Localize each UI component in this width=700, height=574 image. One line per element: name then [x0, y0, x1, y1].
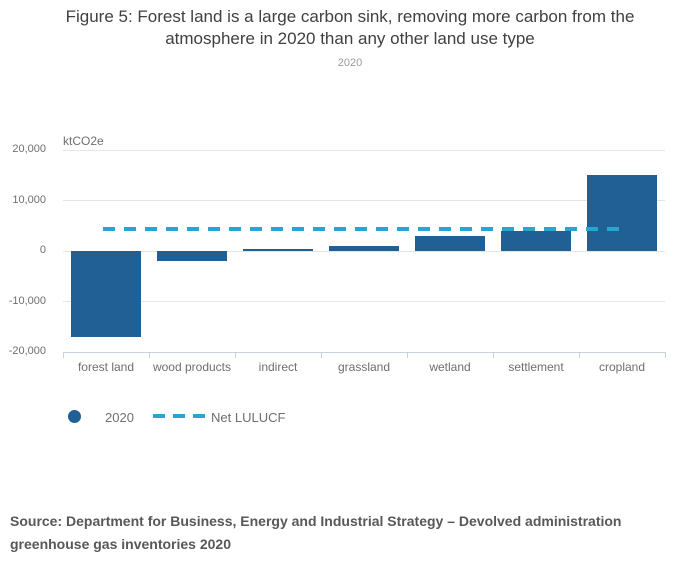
- x-axis-label-cropland: cropland: [598, 360, 646, 374]
- y-axis-tick-label: -20,000: [8, 345, 46, 357]
- x-axis-line: [63, 351, 665, 353]
- x-axis-tick: [579, 352, 580, 358]
- x-axis-tick: [493, 352, 494, 358]
- gridline: [63, 200, 665, 201]
- chart-title-line-2: atmosphere in 2020 than any other land u…: [165, 29, 535, 48]
- bar-grassland: [329, 246, 399, 251]
- y-axis-tick-label: 0: [39, 244, 46, 256]
- bar-indirect: [243, 249, 313, 252]
- x-axis-tick: [235, 352, 236, 358]
- y-axis-unit-label: ktCO2e: [63, 134, 104, 148]
- x-axis-tick: [321, 352, 322, 358]
- bar-wetland: [415, 236, 485, 251]
- x-axis-label-wetland: wetland: [429, 360, 471, 374]
- bar-forest-land: [71, 251, 141, 338]
- y-axis-tick-label: -10,000: [8, 294, 46, 307]
- x-axis-label-settlement: settlement: [508, 360, 564, 374]
- gridline: [63, 149, 665, 151]
- source-line-2: greenhouse gas inventories 2020: [10, 536, 231, 552]
- x-axis-label-indirect: indirect: [258, 360, 298, 374]
- legend-series-label: 2020: [105, 410, 134, 425]
- x-axis-label-forest-land: forest land: [77, 360, 135, 374]
- x-axis-label-wood-products: wood products: [152, 360, 232, 374]
- x-axis-tick: [63, 352, 64, 358]
- y-axis-tick-label: 10,000: [12, 193, 46, 206]
- x-axis-tick: [665, 352, 666, 358]
- bar-cropland: [587, 175, 657, 251]
- source-line-1: Source: Department for Business, Energy …: [10, 513, 622, 529]
- series-marker-icon: [68, 410, 81, 423]
- gridline: [63, 301, 665, 302]
- legend-net-label: Net LULUCF: [211, 410, 286, 425]
- source-note: Source: Department for Business, Energy …: [10, 510, 690, 556]
- bar-wood-products: [157, 251, 227, 262]
- y-axis-tick-label: 20,000: [12, 143, 46, 155]
- x-axis-tick: [407, 352, 408, 358]
- x-axis-tick: [149, 352, 150, 358]
- chart-subtitle: 2020: [337, 57, 363, 69]
- net-lulucf-line: [103, 227, 622, 232]
- chart-title-line-1: Figure 5: Forest land is a large carbon …: [65, 7, 635, 26]
- chart-title: Figure 5: Forest land is a large carbon …: [0, 6, 700, 50]
- bar-settlement: [501, 230, 571, 251]
- net-line-icon: [153, 414, 205, 418]
- x-axis-label-grassland: grassland: [337, 360, 391, 374]
- gridline: [63, 250, 665, 252]
